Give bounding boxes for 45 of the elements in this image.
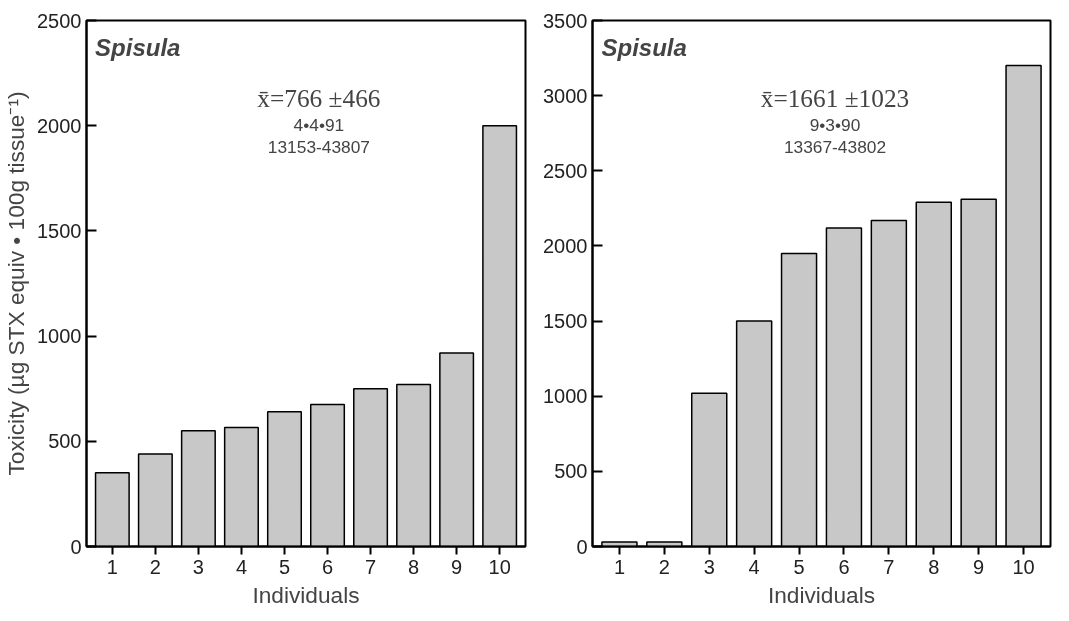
annotation: x̄=1661 ±1023 bbox=[760, 83, 910, 112]
x-axis-title: Individuals bbox=[767, 581, 876, 608]
x-tick-label: 7 bbox=[883, 555, 895, 578]
y-tick-label: 0 bbox=[576, 535, 588, 558]
x-tick-label: 8 bbox=[408, 555, 420, 578]
y-tick-label: 2500 bbox=[543, 159, 588, 182]
y-tick-label: 3500 bbox=[543, 9, 588, 32]
y-tick-label: 500 bbox=[48, 430, 82, 453]
y-tick-label: 3000 bbox=[543, 84, 588, 107]
y-tick-label: 1000 bbox=[37, 325, 82, 348]
x-tick-label: 2 bbox=[658, 555, 670, 578]
x-tick-label: 4 bbox=[235, 555, 247, 578]
x-tick-label: 3 bbox=[703, 555, 715, 578]
x-tick-label: 6 bbox=[321, 555, 334, 578]
x-tick-label: 1 bbox=[106, 555, 118, 578]
y-tick-label: 1000 bbox=[543, 385, 588, 408]
x-tick-label: 7 bbox=[365, 555, 377, 578]
x-tick-label: 9 bbox=[973, 555, 985, 578]
annotation: 9•3•90 bbox=[809, 115, 861, 136]
x-tick-label: 6 bbox=[838, 555, 850, 578]
y-tick-label: 500 bbox=[554, 460, 588, 483]
y-tick-label: 2000 bbox=[37, 114, 82, 137]
y-tick-label: 0 bbox=[70, 535, 82, 558]
y-tick-label: 1500 bbox=[543, 310, 588, 333]
annotation: 13367-43802 bbox=[783, 137, 887, 158]
x-axis-title: Individuals bbox=[252, 581, 360, 608]
x-tick-label: 2 bbox=[149, 555, 161, 578]
annotation: Spisula bbox=[601, 33, 687, 61]
x-tick-label: 8 bbox=[928, 555, 940, 578]
x-tick-label: 5 bbox=[278, 555, 291, 578]
x-tick-label: 10 bbox=[1012, 555, 1035, 578]
y-tick-label: 1500 bbox=[37, 219, 82, 242]
x-tick-label: 4 bbox=[748, 555, 760, 578]
y-tick-label: 2500 bbox=[37, 9, 82, 32]
x-tick-label: 1 bbox=[613, 555, 625, 578]
y-axis-title: Toxicity (µg STX equiv • 100g tissue⁻¹) bbox=[3, 91, 30, 476]
x-tick-label: 3 bbox=[192, 555, 204, 578]
x-tick-label: 9 bbox=[451, 555, 463, 578]
y-tick-label: 2000 bbox=[543, 234, 588, 257]
x-tick-label: 10 bbox=[488, 555, 511, 578]
annotation: 4•4•91 bbox=[293, 115, 345, 136]
annotation: 13153-43807 bbox=[267, 137, 370, 158]
annotation: x̄=766 ±466 bbox=[257, 83, 381, 112]
x-tick-label: 5 bbox=[793, 555, 805, 578]
annotation: Spisula bbox=[95, 33, 181, 61]
